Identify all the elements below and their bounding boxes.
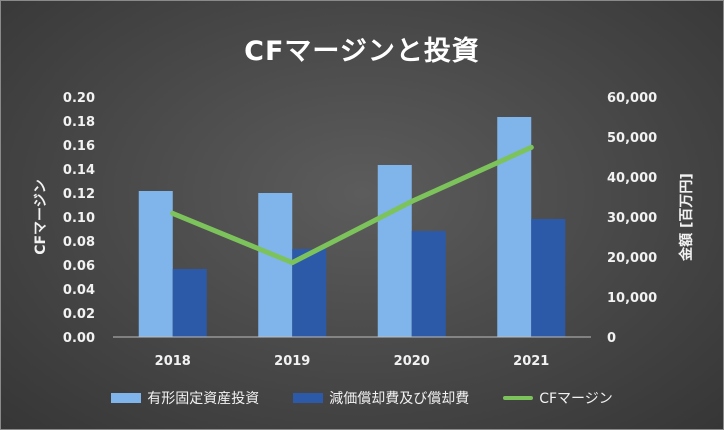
chart-title: CFマージンと投資	[244, 36, 480, 67]
y-right-tick-label: 10,000	[607, 291, 657, 306]
y-left-tick-label: 0.14	[63, 163, 95, 178]
bar-capex-2018	[138, 191, 173, 337]
legend-label-capex: 有形固定資産投資	[147, 391, 260, 407]
legend-item-cf-margin: CFマージン	[503, 388, 613, 408]
y-left-tick-label: 0.06	[63, 259, 95, 274]
y-right-tick-label: 20,000	[607, 251, 657, 266]
cf-margin-point-2019	[289, 260, 295, 266]
y-left-tick-label: 0.16	[63, 139, 95, 154]
bar-depreciation-2020	[411, 231, 446, 337]
y-axis-right-label: 金額 [百万円]	[678, 173, 695, 262]
x-tick-label-2020: 2020	[394, 354, 430, 369]
cf-margin-point-2021	[528, 144, 534, 150]
bar-depreciation-2018	[172, 269, 207, 337]
y-right-tick-label: 40,000	[607, 171, 657, 186]
legend: 有形固定資産投資 減価償却費及び償却費 CFマージン	[1, 388, 723, 408]
cf-margin-line	[170, 144, 534, 266]
bar-depreciation-2019	[292, 249, 327, 337]
y-right-tick-label: 50,000	[607, 131, 657, 146]
y-left-tick-label: 0.04	[63, 283, 95, 298]
y-left-tick-label: 0.08	[63, 235, 95, 250]
y-left-tick-label: 0.02	[63, 307, 95, 322]
y-left-tick-label: 0.00	[63, 331, 95, 346]
bar-capex-2020	[377, 165, 412, 337]
y-left-tick-label: 0.10	[63, 211, 95, 226]
legend-swatch-depreciation	[293, 393, 324, 403]
y-axis-left-label: CFマージン	[33, 179, 49, 255]
bar-capex-2019	[258, 193, 293, 337]
y-left-tick-label: 0.18	[63, 115, 95, 130]
legend-swatch-capex	[111, 393, 142, 403]
legend-label-cf-margin: CFマージン	[539, 391, 613, 407]
y-left-tick-label: 0.20	[63, 91, 95, 106]
legend-item-depreciation: 減価償却費及び償却費	[293, 388, 469, 408]
y-right-tick-label: 60,000	[607, 91, 657, 106]
y-right-tick-label: 0	[607, 331, 616, 346]
y-right-tick-label: 30,000	[607, 211, 657, 226]
x-tick-label-2019: 2019	[274, 354, 310, 369]
x-tick-label-2021: 2021	[513, 354, 549, 369]
legend-item-capex: 有形固定資産投資	[111, 388, 259, 408]
legend-label-depreciation: 減価償却費及び償却費	[329, 391, 470, 407]
cf-margin-point-2018	[170, 210, 176, 216]
cf-margin-point-2020	[409, 198, 415, 204]
bar-depreciation-2021	[531, 219, 566, 337]
x-tick-label-2018: 2018	[155, 354, 191, 369]
y-left-tick-label: 0.12	[63, 187, 95, 202]
legend-swatch-cf-margin	[503, 396, 534, 400]
